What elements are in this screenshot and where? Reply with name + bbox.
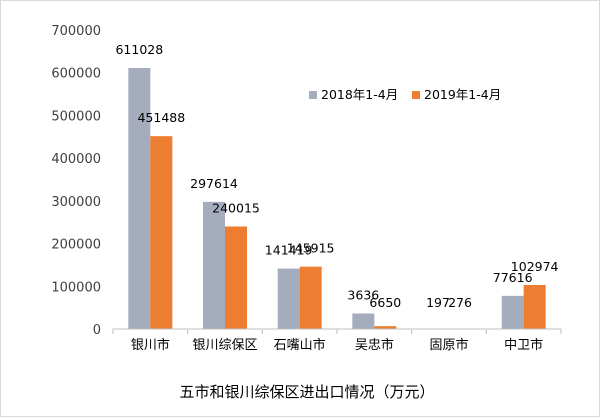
bar-2018-5 [502,296,524,329]
data-label: 276 [448,295,472,310]
x-tick-label: 银川市 [131,337,170,353]
data-label: 297614 [190,176,238,191]
data-label: 611028 [115,42,163,57]
legend-swatch [412,91,420,99]
bar-2018-3 [352,313,374,329]
x-tick-label: 石嘴山市 [274,337,326,353]
bar-2018-1 [203,202,225,329]
x-tick-label: 固原市 [429,337,468,353]
data-label: 6650 [369,295,401,310]
x-axis [113,329,561,334]
y-axis: 0 100000 200000 300000 400000 500000 600000 700… [51,24,101,338]
data-label: 451488 [137,110,185,125]
legend: 2018年1-4月 2019年1-4月 [309,87,501,102]
bar-marks [128,68,545,329]
bar-2019-1 [225,226,247,329]
bar-2019-5 [524,285,546,329]
legend-label: 2019年1-4月 [424,87,501,102]
x-tick-labels: 银川市 银川综保区 石嘴山市 吴忠市 固原市 中卫市 [131,337,543,353]
x-tick-label: 吴忠市 [355,337,394,353]
data-label: 197 [426,295,450,310]
legend-label: 2018年1-4月 [321,87,398,102]
y-tick-label: 100000 [51,280,101,295]
y-tick-label: 700000 [51,24,101,39]
x-tick-label: 银川综保区 [192,338,257,353]
bar-2018-0 [128,68,150,329]
y-tick-label: 400000 [51,152,101,167]
legend-swatch [309,91,317,99]
data-label: 145915 [287,241,335,256]
y-tick-label: 500000 [51,109,101,124]
chart-title: 五市和银川综保区进出口情况（万元） [179,383,434,401]
y-tick-label: 0 [93,323,101,338]
bar-2019-0 [150,136,172,329]
bar-2018-2 [278,269,300,329]
data-labels: 6110282976141414193636197776164514882400… [115,42,558,310]
data-label: 102974 [511,259,559,274]
bar-2019-2 [300,267,322,329]
y-tick-label: 200000 [51,238,101,253]
x-tick-label: 中卫市 [504,337,543,353]
data-label: 240015 [212,200,260,215]
y-tick-label: 300000 [51,195,101,210]
y-tick-label: 600000 [51,67,101,82]
